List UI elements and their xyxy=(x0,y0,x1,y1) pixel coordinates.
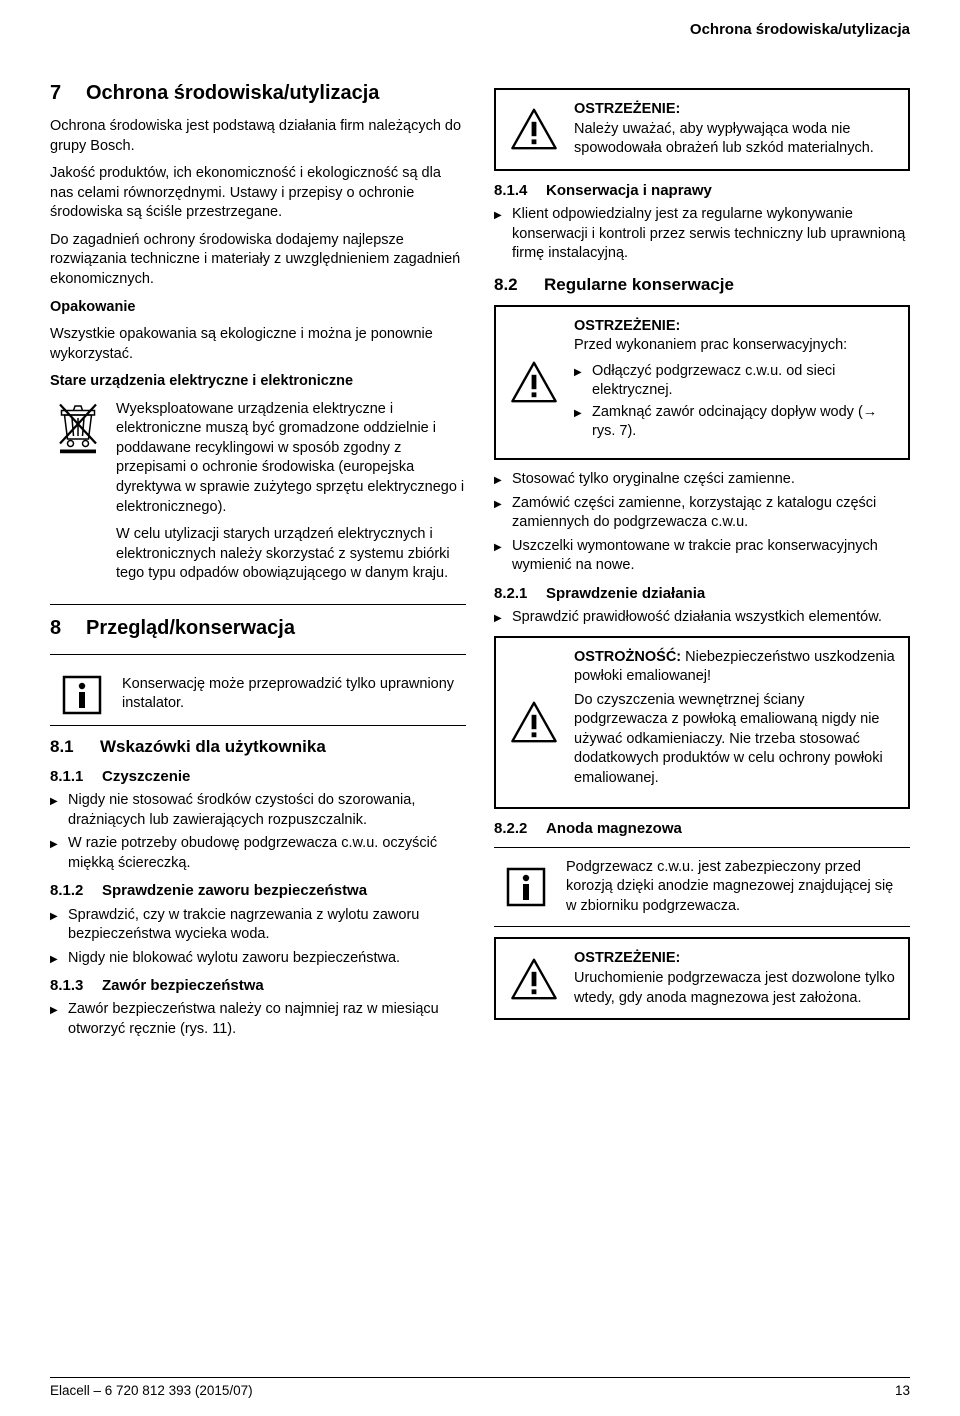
heading-8-1-1: 8.1.1 Czyszczenie xyxy=(50,767,466,787)
bullet: Nigdy nie blokować wylotu zaworu bezpiec… xyxy=(50,949,466,969)
heading-8-2-1: 8.2.1 Sprawdzenie działania xyxy=(494,584,910,604)
subhead-weee: Stare urządzenia elektryczne i elektroni… xyxy=(50,372,466,392)
footer-left: Elacell – 6 720 812 393 (2015/07) xyxy=(50,1382,253,1400)
heading-8: 8 Przegląd/konserwacja xyxy=(50,615,466,642)
warning-text: Uruchomienie podgrzewacza jest dozwolone… xyxy=(574,970,895,1006)
bullet-list: Nigdy nie stosować środków czystości do … xyxy=(50,791,466,873)
heading-8-2: 8.2 Regularne konserwacje xyxy=(494,274,910,297)
warning-text: Przed wykonaniem prac konserwacyjnych: xyxy=(574,337,847,353)
info-text: Podgrzewacz c.w.u. jest zabezpieczony pr… xyxy=(566,858,906,917)
bullet-list: Sprawdzić, czy w trakcie nagrzewania z w… xyxy=(50,906,466,969)
caution-text: Do czyszczenia wewnętrznej ściany podgrz… xyxy=(574,691,898,789)
heading-8-1: 8.1 Wskazówki dla użytkownika xyxy=(50,736,466,759)
rule xyxy=(50,654,466,655)
warning-box: OSTRZEŻENIE: Należy uważać, aby wypływaj… xyxy=(494,88,910,171)
bullet: Klient odpowiedzialny jest za regularne … xyxy=(494,205,910,264)
caution-box: OSTROŻNOŚĆ: Niebezpieczeństwo uszkodzeni… xyxy=(494,636,910,809)
info-text: Konserwację może przeprowadzić tylko upr… xyxy=(122,675,462,715)
warning-box: OSTRZEŻENIE: Uruchomienie podgrzewacza j… xyxy=(494,937,910,1020)
warning-label: OSTRZEŻENIE: xyxy=(574,100,898,120)
warning-icon xyxy=(510,360,558,404)
info-box: Podgrzewacz c.w.u. jest zabezpieczony pr… xyxy=(494,847,910,928)
info-icon xyxy=(62,675,102,715)
para: Jakość produktów, ich ekonomiczność i ek… xyxy=(50,164,466,223)
bullet: Zamknąć zawór odcinający dopływ wody (→ … xyxy=(574,403,898,442)
bullet: Nigdy nie stosować środków czystości do … xyxy=(50,791,466,830)
bullet: Stosować tylko oryginalne części zamienn… xyxy=(494,470,910,490)
bullet-list: Zawór bezpieczeństwa należy co najmniej … xyxy=(50,1000,466,1039)
left-column: 7 Ochrona środowiska/utylizacja Ochrona … xyxy=(50,80,466,1046)
warning-icon xyxy=(510,957,558,1001)
heading-7: 7 Ochrona środowiska/utylizacja xyxy=(50,80,466,107)
bullet: W razie potrzeby obudowę podgrzewacza c.… xyxy=(50,834,466,873)
warning-icon xyxy=(510,700,558,744)
info-box: Konserwację może przeprowadzić tylko upr… xyxy=(50,665,466,726)
warning-icon xyxy=(510,107,558,151)
heading-8-1-2: 8.1.2 Sprawdzenie zaworu bezpieczeństwa xyxy=(50,881,466,901)
heading-8-2-2: 8.2.2 Anoda magnezowa xyxy=(494,819,910,839)
para: Wszystkie opakowania są ekologiczne i mo… xyxy=(50,325,466,364)
footer-page: 13 xyxy=(895,1382,910,1400)
para: Wyeksploatowane urządzenia elektryczne i… xyxy=(116,400,466,517)
bullet: Sprawdzić, czy w trakcie nagrzewania z w… xyxy=(50,906,466,945)
heading-8-1-4: 8.1.4 Konserwacja i naprawy xyxy=(494,181,910,201)
bullet-list: Sprawdzić prawidłowość działania wszystk… xyxy=(494,608,910,628)
bullet: Uszczelki wymontowane w trakcie prac kon… xyxy=(494,537,910,576)
warning-label: OSTRZEŻENIE: xyxy=(574,317,898,337)
subhead-opakowanie: Opakowanie xyxy=(50,298,466,318)
caution-label: OSTROŻNOŚĆ: xyxy=(574,649,681,665)
para: W celu utylizacji starych urządzeń elekt… xyxy=(116,525,466,584)
warning-label: OSTRZEŻENIE: xyxy=(574,949,898,969)
rule xyxy=(50,604,466,605)
bullet-list: Stosować tylko oryginalne części zamienn… xyxy=(494,470,910,576)
bullet: Zamówić części zamienne, korzystając z k… xyxy=(494,494,910,533)
warning-box: OSTRZEŻENIE: Przed wykonaniem prac konse… xyxy=(494,305,910,460)
para: Ochrona środowiska jest podstawą działan… xyxy=(50,117,466,156)
heading-8-1-3: 8.1.3 Zawór bezpieczeństwa xyxy=(50,976,466,996)
bullet: Sprawdzić prawidłowość działania wszystk… xyxy=(494,608,910,628)
bullet: Zawór bezpieczeństwa należy co najmniej … xyxy=(50,1000,466,1039)
weee-icon xyxy=(51,400,105,454)
info-icon xyxy=(506,867,546,907)
para: Do zagadnień ochrony środowiska dodajemy… xyxy=(50,231,466,290)
bullet-list: Klient odpowiedzialny jest za regularne … xyxy=(494,205,910,264)
page-header: Ochrona środowiska/utylizacja xyxy=(690,20,910,40)
right-column: OSTRZEŻENIE: Należy uważać, aby wypływaj… xyxy=(494,80,910,1046)
warning-text: Należy uważać, aby wypływająca woda nie … xyxy=(574,121,874,157)
bullet: Odłączyć podgrzewacz c.w.u. od sieci ele… xyxy=(574,362,898,401)
footer: Elacell – 6 720 812 393 (2015/07) 13 xyxy=(50,1377,910,1400)
